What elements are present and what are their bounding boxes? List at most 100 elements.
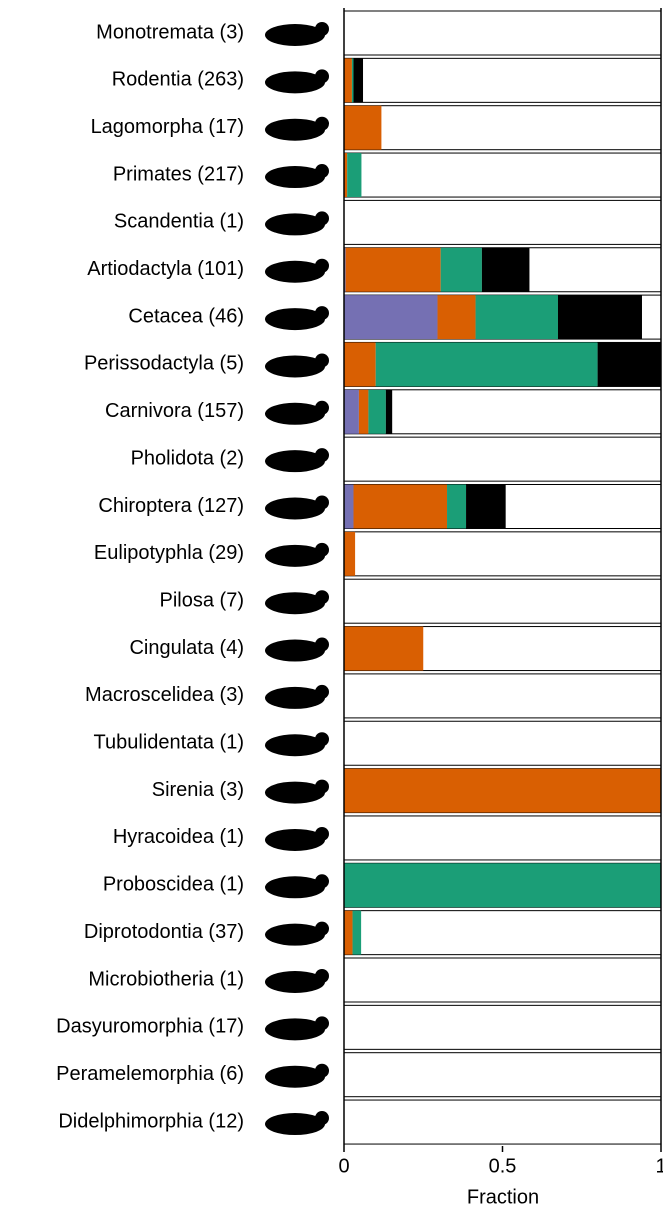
bar-segment bbox=[352, 910, 362, 955]
category-label: Primates (217) bbox=[113, 163, 244, 185]
animal-icon-head bbox=[315, 684, 329, 699]
animal-icon bbox=[265, 213, 325, 236]
bar-segment bbox=[375, 342, 598, 387]
x-tick-label: 0.5 bbox=[489, 1155, 517, 1177]
x-tick-label: 0 bbox=[338, 1155, 349, 1177]
category-label: Rodentia (263) bbox=[112, 69, 244, 91]
row-box bbox=[343, 815, 662, 861]
category-label: Pholidota (2) bbox=[131, 447, 244, 469]
animal-icon bbox=[265, 686, 325, 709]
row-box bbox=[343, 720, 662, 766]
category-label: Cetacea (46) bbox=[128, 305, 244, 327]
bar-segment bbox=[440, 247, 482, 292]
animal-icon-head bbox=[315, 826, 329, 841]
bar-segment bbox=[344, 531, 356, 576]
row-box bbox=[343, 10, 662, 56]
category-label: Scandentia (1) bbox=[114, 211, 244, 233]
animal-icon bbox=[265, 308, 325, 331]
category-label: Artiodactyla (101) bbox=[87, 258, 244, 280]
bar-segment bbox=[345, 247, 441, 292]
category-label: Diprotodontia (37) bbox=[84, 921, 244, 943]
animal-icon bbox=[265, 24, 325, 46]
animal-icon bbox=[265, 1113, 325, 1136]
bar-segment bbox=[447, 484, 467, 529]
category-label: Tubulidentata (1) bbox=[94, 732, 244, 754]
bar-segment bbox=[466, 484, 506, 529]
bar-segment bbox=[597, 342, 661, 387]
category-label: Chiroptera (127) bbox=[98, 495, 244, 517]
row-box bbox=[343, 673, 662, 719]
animal-icon bbox=[265, 355, 325, 378]
bar-segment bbox=[353, 484, 448, 529]
category-label: Peramelemorphia (6) bbox=[56, 1063, 244, 1085]
animal-icon bbox=[265, 450, 325, 473]
category-label: Carnivora (157) bbox=[105, 400, 244, 422]
category-label: Proboscidea (1) bbox=[103, 874, 244, 896]
animal-icon bbox=[265, 260, 325, 283]
animal-icon-head bbox=[315, 732, 329, 747]
bar-segment bbox=[344, 768, 661, 813]
row-box bbox=[343, 57, 662, 103]
animal-icon-head bbox=[315, 921, 329, 936]
bar-segment bbox=[344, 910, 353, 955]
bar-segment bbox=[344, 389, 359, 434]
animal-icon bbox=[265, 71, 325, 94]
row-box bbox=[343, 1004, 662, 1050]
bar-segment bbox=[437, 295, 476, 340]
animal-icon bbox=[265, 497, 325, 520]
animal-icon-head bbox=[315, 874, 329, 889]
animal-icon-head bbox=[315, 353, 329, 368]
category-label: Didelphimorphia (12) bbox=[58, 1110, 244, 1132]
animal-icon bbox=[265, 1018, 325, 1041]
animal-icon bbox=[265, 923, 325, 946]
animal-icon bbox=[265, 639, 325, 662]
category-label: Dasyuromorphia (17) bbox=[56, 1016, 244, 1038]
bar-segment bbox=[344, 247, 346, 292]
bar-segment bbox=[344, 342, 376, 387]
animal-icon bbox=[265, 781, 325, 804]
category-label: Sirenia (3) bbox=[152, 779, 244, 801]
bar-segment bbox=[481, 247, 530, 292]
bar-segment bbox=[353, 58, 364, 103]
category-label: Lagomorpha (17) bbox=[91, 116, 244, 138]
animal-icon-head bbox=[315, 1111, 329, 1126]
animal-icon-head bbox=[315, 69, 329, 84]
animal-icon bbox=[265, 1065, 325, 1088]
animal-icon bbox=[265, 876, 325, 899]
row-box bbox=[343, 1052, 662, 1098]
row-box bbox=[343, 152, 662, 198]
x-axis-label: Fraction bbox=[467, 1186, 539, 1208]
bar-segment bbox=[557, 295, 642, 340]
animal-icon bbox=[265, 592, 325, 615]
bar-segment bbox=[344, 626, 424, 671]
animal-icon-head bbox=[315, 969, 329, 983]
animal-icon-head bbox=[315, 400, 329, 415]
category-label: Microbiotheria (1) bbox=[88, 968, 244, 990]
animal-icon-head bbox=[315, 590, 329, 605]
category-label: Perissodactyla (5) bbox=[84, 353, 244, 375]
category-label: Macroscelidea (3) bbox=[85, 684, 244, 706]
row-box bbox=[343, 1099, 662, 1145]
animal-icon bbox=[265, 971, 325, 993]
animal-icon bbox=[265, 828, 325, 851]
bar-segment bbox=[351, 58, 354, 103]
animal-icon-head bbox=[315, 637, 329, 652]
category-label: Cingulata (4) bbox=[129, 637, 244, 659]
animal-icon bbox=[265, 734, 325, 757]
animal-icon-head bbox=[315, 306, 329, 321]
animal-icon-head bbox=[315, 542, 329, 557]
bar-segment bbox=[344, 295, 438, 340]
animal-icon bbox=[265, 118, 325, 141]
row-box bbox=[343, 199, 662, 245]
row-box bbox=[343, 957, 662, 1003]
animal-icon-head bbox=[315, 1016, 329, 1031]
bar-segment bbox=[344, 484, 354, 529]
bar-segment bbox=[358, 389, 369, 434]
row-box bbox=[343, 436, 662, 482]
x-tick-label: 1 bbox=[655, 1155, 663, 1177]
animal-icon bbox=[265, 402, 325, 425]
animal-icon-head bbox=[315, 211, 329, 226]
category-label: Hyracoidea (1) bbox=[113, 826, 244, 848]
animal-icon-head bbox=[315, 164, 329, 179]
